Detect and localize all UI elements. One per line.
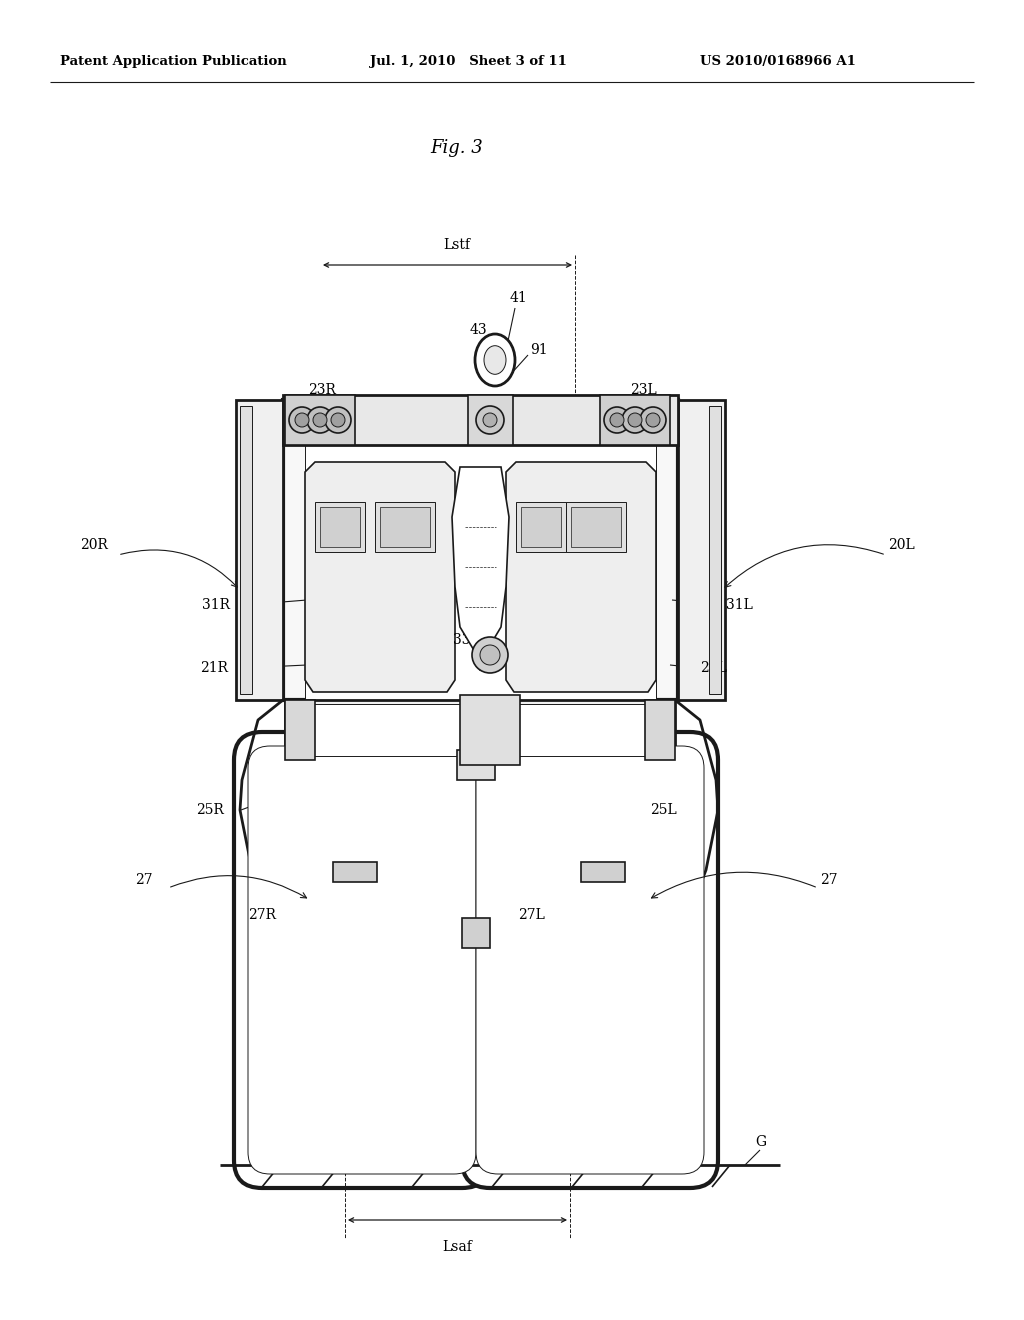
Text: G: G: [755, 1135, 766, 1148]
Bar: [380, 507, 430, 546]
Bar: [333, 862, 377, 882]
Circle shape: [480, 645, 500, 665]
Circle shape: [610, 413, 624, 426]
FancyBboxPatch shape: [248, 746, 476, 1173]
Bar: [285, 700, 315, 760]
Circle shape: [622, 407, 648, 433]
Circle shape: [307, 407, 333, 433]
Circle shape: [628, 413, 642, 426]
Text: Fig. 3: Fig. 3: [430, 139, 482, 157]
Circle shape: [331, 413, 345, 426]
Text: 27L: 27L: [518, 908, 545, 921]
Circle shape: [476, 407, 504, 434]
Text: 21L: 21L: [700, 661, 727, 675]
Bar: [457, 750, 495, 780]
Bar: [285, 700, 675, 760]
Bar: [240, 407, 252, 694]
Bar: [460, 696, 520, 766]
Text: 20R: 20R: [80, 539, 108, 552]
Bar: [571, 507, 621, 546]
Bar: [236, 400, 283, 700]
Circle shape: [295, 413, 309, 426]
Circle shape: [289, 407, 315, 433]
Text: 23L: 23L: [630, 383, 656, 397]
Text: 43: 43: [470, 323, 487, 337]
Circle shape: [604, 407, 630, 433]
Text: 20L: 20L: [888, 539, 914, 552]
Polygon shape: [452, 467, 509, 671]
Circle shape: [646, 413, 660, 426]
Circle shape: [472, 638, 508, 673]
Bar: [319, 507, 360, 546]
Bar: [678, 400, 725, 700]
Bar: [468, 395, 513, 445]
Polygon shape: [305, 462, 455, 692]
FancyBboxPatch shape: [476, 746, 705, 1173]
Bar: [709, 407, 721, 694]
Text: Patent Application Publication: Patent Application Publication: [60, 55, 287, 69]
Bar: [585, 766, 621, 975]
FancyBboxPatch shape: [234, 733, 490, 1188]
Text: Lstf: Lstf: [443, 238, 470, 252]
Text: 27R: 27R: [248, 908, 276, 921]
Text: 25L: 25L: [650, 803, 677, 817]
Bar: [375, 502, 435, 552]
Bar: [566, 502, 626, 552]
Text: 41: 41: [510, 290, 527, 305]
Text: 25R: 25R: [196, 803, 224, 817]
Bar: [305, 704, 655, 756]
Bar: [337, 766, 373, 975]
Bar: [521, 507, 561, 546]
Text: 91: 91: [530, 343, 548, 356]
Text: US 2010/0168966 A1: US 2010/0168966 A1: [700, 55, 856, 69]
Bar: [581, 862, 625, 882]
Bar: [462, 917, 490, 948]
Text: Jul. 1, 2010   Sheet 3 of 11: Jul. 1, 2010 Sheet 3 of 11: [370, 55, 567, 69]
Text: 33: 33: [453, 634, 470, 647]
Text: 27: 27: [820, 873, 838, 887]
Circle shape: [483, 413, 497, 426]
Polygon shape: [506, 462, 656, 692]
Circle shape: [640, 407, 666, 433]
Circle shape: [325, 407, 351, 433]
Bar: [283, 395, 678, 445]
Circle shape: [313, 413, 327, 426]
Bar: [283, 400, 678, 700]
Text: Lsaf: Lsaf: [442, 1239, 472, 1254]
Bar: [600, 395, 670, 445]
Bar: [645, 700, 675, 760]
Text: 21R: 21R: [200, 661, 228, 675]
Text: 31L: 31L: [726, 598, 753, 612]
Text: 31R: 31R: [202, 598, 230, 612]
Bar: [305, 422, 656, 700]
Bar: [516, 502, 566, 552]
Text: 23R: 23R: [308, 383, 336, 397]
Bar: [315, 502, 365, 552]
Ellipse shape: [475, 334, 515, 385]
Text: 27: 27: [135, 873, 153, 887]
Bar: [285, 395, 355, 445]
FancyBboxPatch shape: [462, 733, 718, 1188]
Ellipse shape: [484, 346, 506, 375]
